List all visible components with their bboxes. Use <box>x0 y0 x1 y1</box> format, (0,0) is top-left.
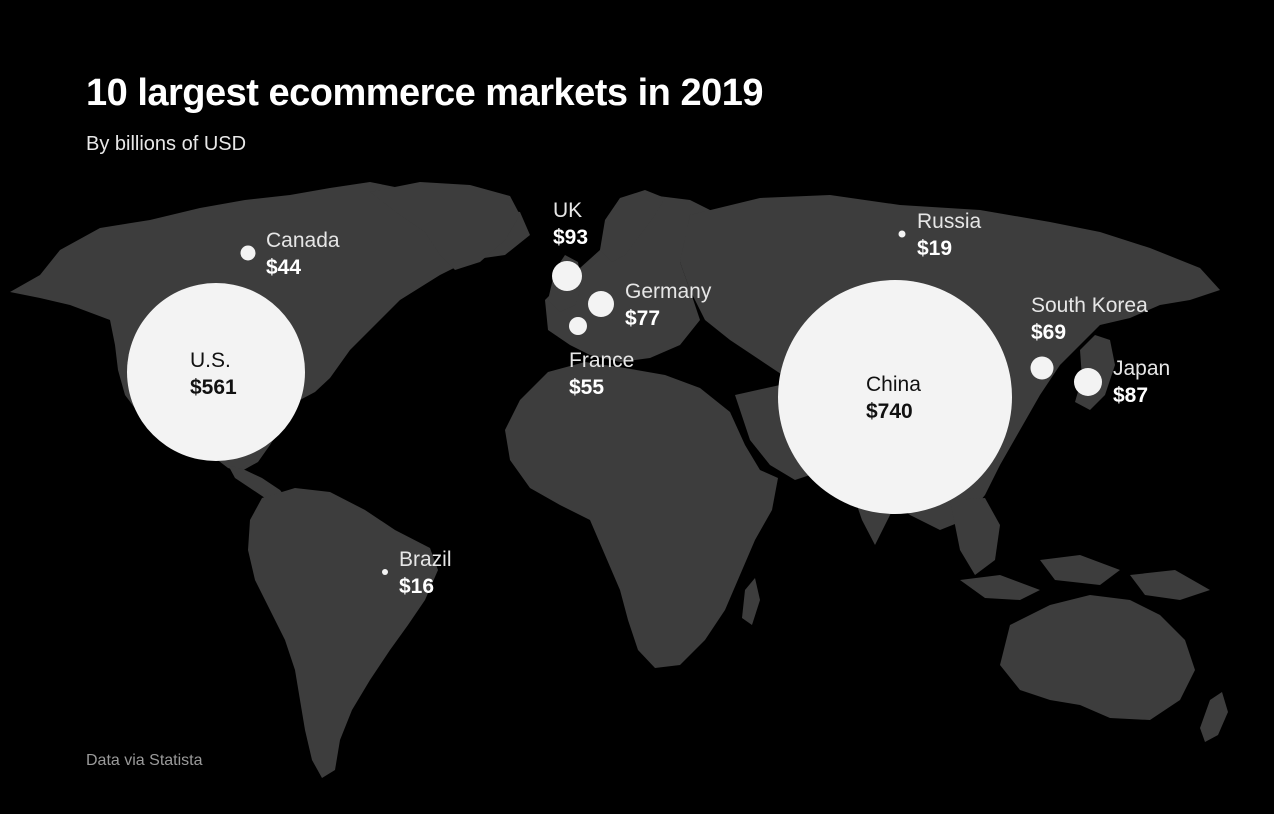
bubble-china <box>778 280 1012 514</box>
bubble-japan <box>1074 368 1102 396</box>
land-indonesia-1 <box>960 575 1040 600</box>
land-southeast-asia <box>950 498 1000 575</box>
market-bubbles <box>127 230 1102 575</box>
land-madagascar <box>742 578 760 625</box>
market-value: $561 <box>190 376 237 400</box>
land-australia <box>1000 595 1195 720</box>
label-canada: Canada $44 <box>266 227 340 282</box>
label-south-korea: South Korea $69 <box>1031 292 1148 347</box>
market-value: $44 <box>266 256 302 280</box>
bubble-brazil <box>382 569 388 575</box>
market-value: $77 <box>625 307 661 331</box>
market-name: Brazil <box>399 548 452 571</box>
bubble-france <box>569 317 587 335</box>
bubble-russia <box>898 230 906 238</box>
map-subtitle: By billions of USD <box>86 133 247 155</box>
market-name: China <box>866 373 921 396</box>
market-name: U.S. <box>190 349 231 372</box>
label-germany: Germany $77 <box>625 278 711 333</box>
label-uk: UK $93 <box>553 197 588 252</box>
market-name: France <box>569 349 635 372</box>
label-china: China $740 <box>866 371 921 426</box>
label-france: France $55 <box>569 347 634 402</box>
map-title: 10 largest ecommerce markets in 2019 <box>86 72 763 114</box>
land-europe <box>545 195 720 362</box>
bubble-canada <box>240 245 256 261</box>
label-russia: Russia $19 <box>917 208 981 263</box>
market-value: $740 <box>866 400 913 424</box>
market-value: $16 <box>399 575 435 599</box>
market-name: Germany <box>625 280 712 303</box>
bubble-germany <box>588 291 614 317</box>
land-new-guinea <box>1130 570 1210 600</box>
label-brazil: Brazil $16 <box>399 546 452 601</box>
landmass <box>10 182 1228 778</box>
label-us: U.S. $561 <box>190 347 237 402</box>
market-value: $93 <box>553 226 589 250</box>
market-name: Canada <box>266 229 340 252</box>
land-africa <box>505 362 778 668</box>
bubble-south-korea <box>1030 356 1054 380</box>
market-name: Japan <box>1113 357 1171 380</box>
market-name: UK <box>553 199 583 222</box>
market-name: Russia <box>917 210 982 233</box>
market-name: South Korea <box>1031 294 1148 317</box>
land-greenland <box>370 182 520 270</box>
label-japan: Japan $87 <box>1113 355 1170 410</box>
land-scandinavia <box>600 190 665 262</box>
land-south-america <box>248 488 438 778</box>
bubble-us <box>127 283 305 461</box>
land-new-zealand <box>1200 692 1228 742</box>
market-value: $87 <box>1113 384 1149 408</box>
market-value: $69 <box>1031 321 1067 345</box>
market-value: $19 <box>917 237 953 261</box>
market-value: $55 <box>569 376 605 400</box>
bubble-uk <box>552 261 582 291</box>
land-indonesia-2 <box>1040 555 1120 585</box>
source-note: Data via Statista <box>86 752 203 769</box>
